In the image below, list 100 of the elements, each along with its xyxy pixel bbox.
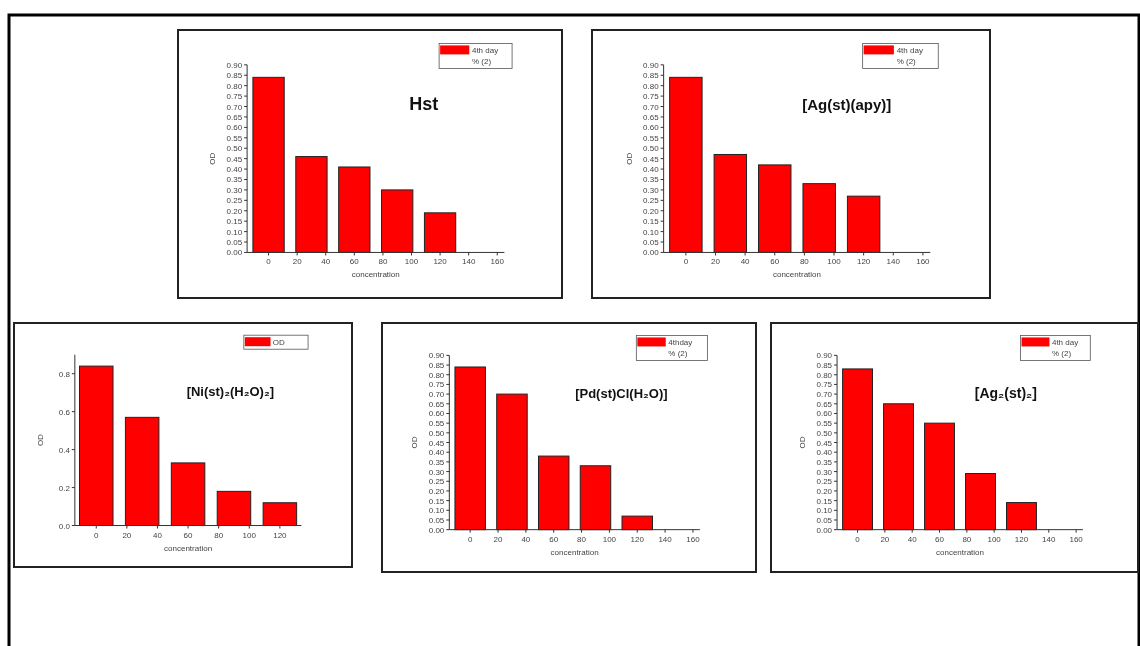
legend-label: 4th day	[896, 46, 923, 56]
y-tick-label: 0.55	[428, 419, 445, 429]
text: % (2)	[668, 349, 688, 359]
y-tick-label: 0.20	[428, 486, 445, 496]
y-tick-label: 0.60	[428, 409, 445, 419]
x-tick-label: 60	[549, 534, 559, 544]
bar	[846, 195, 881, 253]
x-tick-label: 80	[962, 534, 972, 544]
y-tick-label: 0.75	[428, 380, 445, 390]
bar	[713, 153, 748, 253]
x-tick-label: 40	[907, 534, 918, 544]
y-tick-label: 0.80	[226, 81, 243, 91]
y-tick-label: 0.05	[428, 515, 445, 525]
x-tick-label: 140	[461, 257, 476, 267]
bar	[252, 76, 285, 253]
bar	[170, 462, 206, 527]
y-tick-label: 0.45	[643, 154, 660, 164]
y-tick-label: 0.25	[226, 196, 243, 206]
y-tick-label: 0.25	[643, 196, 660, 206]
legend-label: 4thday	[668, 338, 693, 348]
y-tick-label: 0.60	[643, 123, 660, 133]
y-tick-label: 0.75	[226, 92, 243, 102]
y-tick-label: 0.4	[58, 445, 71, 455]
y-tick-label: 0.10	[643, 227, 660, 237]
x-tick-label: 20	[122, 530, 132, 540]
y-tick-label: 0.20	[643, 206, 660, 216]
legend-label: OD	[272, 338, 285, 348]
y-tick-label: 0.30	[643, 185, 660, 195]
x-tick-label: 40	[740, 257, 751, 267]
y-tick-label: 0.85	[428, 361, 445, 371]
y-tick-label: 0.20	[816, 486, 833, 496]
bar	[338, 166, 371, 253]
legend-label: 4th day	[471, 46, 499, 56]
x-tick-label: 0	[855, 534, 861, 544]
y-tick-label: 0.25	[428, 477, 445, 487]
text: Hst	[409, 94, 439, 115]
bar	[621, 515, 653, 531]
text: [Ni(st)₂(H₂O)₂]	[186, 384, 275, 400]
y-tick-label: 0.40	[226, 165, 243, 175]
text: % (2)	[896, 57, 917, 67]
x-tick-label: 80	[577, 534, 587, 544]
x-tick-label: 60	[770, 257, 780, 267]
x-tick-label: 120	[630, 534, 645, 544]
x-axis-title: concentration	[351, 270, 400, 280]
y-tick-label: 0.45	[226, 154, 243, 164]
x-axis-title: concentration	[935, 547, 985, 557]
y-tick-label: 0.85	[226, 71, 243, 81]
bar	[537, 455, 570, 531]
x-tick-label: 20	[880, 534, 890, 544]
x-tick-label: 0	[683, 257, 689, 267]
y-tick-label: 0.40	[428, 448, 445, 458]
x-tick-label: 20	[711, 257, 721, 267]
y-tick-label: 0.75	[816, 380, 833, 390]
y-tick-label: 0.55	[643, 133, 660, 143]
y-tick-label: 0.00	[643, 248, 660, 258]
bar	[924, 422, 955, 531]
y-tick-label: 0.40	[643, 165, 660, 175]
y-axis-title: OD	[35, 433, 45, 447]
y-tick-label: 0.55	[226, 133, 243, 143]
x-tick-label: 160	[916, 257, 931, 267]
y-tick-label: 0.35	[428, 457, 445, 467]
y-tick-label: 0.15	[428, 496, 445, 506]
text: [Ag(st)(apy)]	[802, 96, 892, 114]
y-axis-title: OD	[208, 152, 218, 165]
x-tick-label: 160	[686, 534, 701, 544]
x-tick-label: 40	[521, 534, 531, 544]
y-tick-label: 0.70	[428, 390, 445, 400]
x-tick-label: 100	[242, 530, 257, 540]
y-tick-label: 0.90	[226, 60, 243, 70]
y-tick-label: 0.6	[58, 407, 71, 417]
y-tick-label: 0.00	[816, 525, 833, 535]
y-tick-label: 0.40	[816, 448, 833, 458]
y-tick-label: 0.15	[816, 496, 833, 506]
y-tick-label: 0.65	[816, 399, 833, 409]
y-tick-label: 0.90	[643, 60, 660, 70]
x-tick-label: 0	[94, 530, 100, 540]
y-axis-title: OD	[798, 436, 808, 449]
text: [Ag₂(st)₂]	[974, 384, 1037, 401]
x-tick-label: 100	[987, 534, 1002, 544]
y-tick-label: 0.50	[226, 144, 243, 154]
text: % (2)	[471, 57, 492, 67]
y-tick-label: 0.35	[643, 175, 660, 185]
x-tick-label: 120	[433, 257, 448, 267]
text: % (2)	[1051, 349, 1072, 359]
y-tick-label: 0.45	[428, 438, 445, 448]
x-tick-label: 100	[827, 257, 842, 267]
y-tick-label: 0.50	[428, 428, 445, 438]
y-tick-label: 0.50	[816, 428, 833, 438]
y-tick-label: 0.2	[58, 483, 71, 493]
x-tick-label: 120	[1014, 534, 1029, 544]
y-tick-label: 0.30	[226, 185, 243, 195]
y-tick-label: 0.20	[226, 206, 243, 216]
y-tick-label: 0.80	[643, 81, 660, 91]
y-tick-label: 0.80	[816, 370, 833, 380]
y-tick-label: 0.55	[816, 419, 833, 429]
bar	[965, 473, 996, 531]
y-tick-label: 0.70	[643, 102, 660, 112]
bar	[669, 76, 703, 253]
y-tick-label: 0.60	[226, 123, 243, 133]
x-tick-label: 20	[493, 534, 504, 544]
